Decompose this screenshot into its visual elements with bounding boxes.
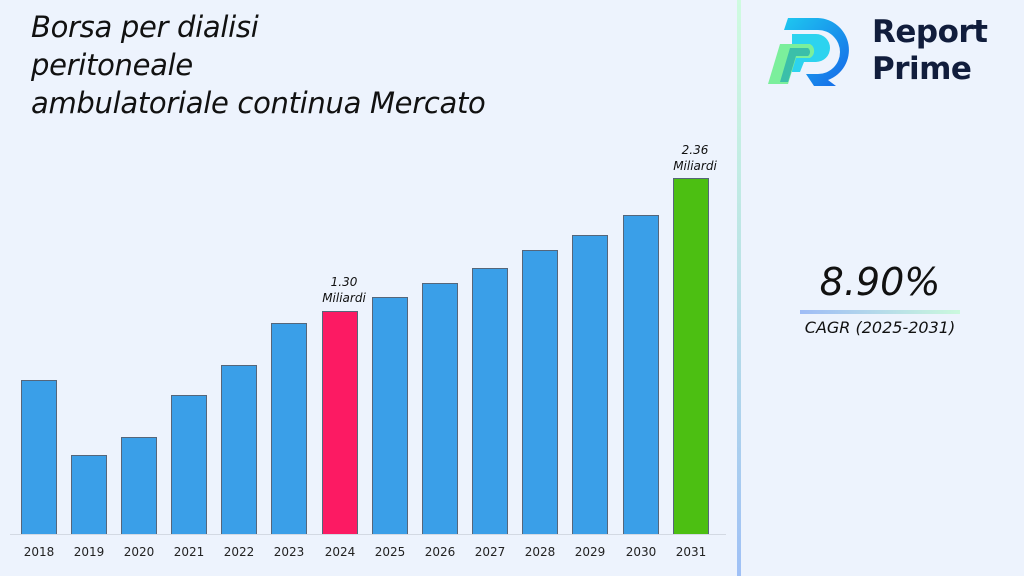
chart-title: Borsa per dialisi peritoneale ambulatori… xyxy=(31,8,486,122)
x-tick-label: 2025 xyxy=(374,545,406,559)
bar-2022 xyxy=(221,365,257,534)
brand-name: Report Prime xyxy=(872,14,988,88)
vertical-divider xyxy=(737,0,741,576)
bar-2020 xyxy=(121,437,157,534)
x-tick-label: 2023 xyxy=(273,545,305,559)
annotation-value: 1.30 xyxy=(330,275,358,289)
report-prime-logo: Report Prime xyxy=(766,14,1006,90)
brand-line-2: Prime xyxy=(872,51,972,87)
report-prime-logo-icon xyxy=(768,18,849,86)
cagr-panel: 8.90% CAGR (2025-2031) xyxy=(790,258,970,337)
value-annotation: 1.30 Miliardi xyxy=(304,274,384,306)
bar-2024 xyxy=(322,311,358,534)
cagr-underline xyxy=(800,310,960,314)
value-annotation: 2.36 Miliardi xyxy=(655,142,735,174)
x-tick-label: 2027 xyxy=(474,545,506,559)
x-tick-label: 2026 xyxy=(424,545,456,559)
x-tick-label: 2021 xyxy=(173,545,205,559)
title-line-1: Borsa per dialisi xyxy=(31,10,259,44)
x-axis-baseline xyxy=(10,534,726,535)
title-line-3: ambulatoriale continua Mercato xyxy=(31,86,486,120)
title-line-2: peritoneale xyxy=(31,48,193,82)
cagr-label: CAGR (2025-2031) xyxy=(804,318,956,337)
bar-2019 xyxy=(71,455,107,534)
x-tick-label: 2029 xyxy=(574,545,606,559)
brand-line-1: Report xyxy=(872,14,988,50)
x-tick-label: 2019 xyxy=(73,545,105,559)
bar-2023 xyxy=(271,323,307,534)
annotation-unit: Miliardi xyxy=(673,159,717,173)
x-tick-label: 2031 xyxy=(675,545,707,559)
bar-2027 xyxy=(472,268,508,534)
x-tick-label: 2020 xyxy=(123,545,155,559)
x-tick-label: 2030 xyxy=(625,545,657,559)
cagr-value: 8.90% xyxy=(819,260,941,304)
bar-2025 xyxy=(372,297,408,534)
annotation-unit: Miliardi xyxy=(322,291,366,305)
x-tick-label: 2024 xyxy=(324,545,356,559)
bar-chart: 2018 2019 2020 2021 2022 2023 2024 2025 2026 2027… xyxy=(10,143,726,559)
bar-2026 xyxy=(422,283,458,534)
bar-2031 xyxy=(673,178,709,534)
bar-2029 xyxy=(572,235,608,534)
bar-2030 xyxy=(623,215,659,534)
bar-2021 xyxy=(171,395,207,534)
x-tick-label: 2018 xyxy=(23,545,55,559)
annotation-value: 2.36 xyxy=(681,143,709,157)
bar-2018 xyxy=(21,380,57,534)
bar-2028 xyxy=(522,250,558,534)
x-tick-label: 2028 xyxy=(524,545,556,559)
x-tick-label: 2022 xyxy=(223,545,255,559)
